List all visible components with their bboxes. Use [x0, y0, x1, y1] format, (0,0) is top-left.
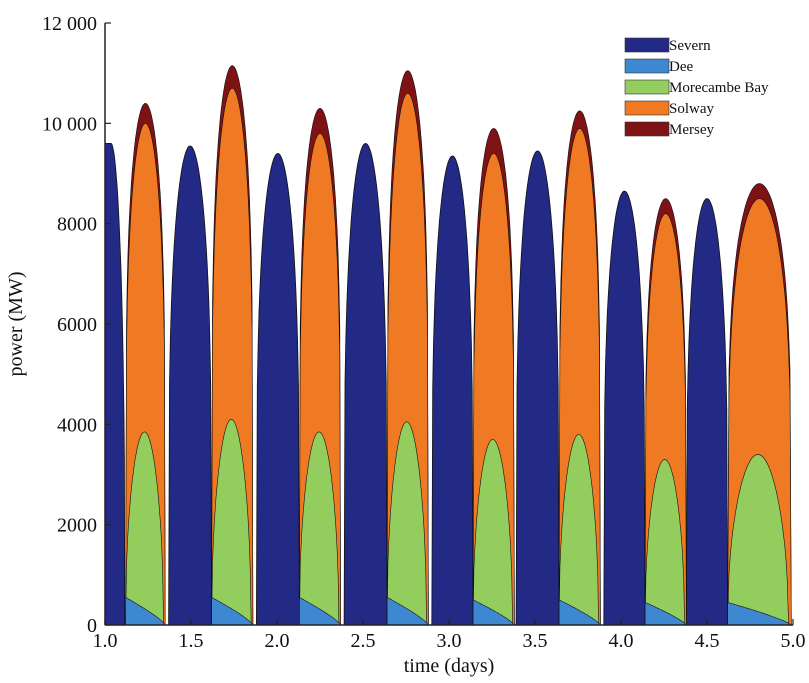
legend-swatch-solway — [624, 100, 670, 116]
y-tick-label-5: 8000 — [57, 214, 97, 236]
legend: Severn Dee Morecambe Bay Solway Mersey — [624, 37, 769, 138]
x-axis-title: time (days) — [404, 655, 495, 677]
x-tick-label-6: 3.5 — [523, 630, 548, 652]
y-tick-label-7: 12 000 — [42, 13, 97, 35]
legend-label-dee: Dee — [669, 59, 693, 75]
x-tick-label-4: 2.5 — [351, 630, 376, 652]
x-tick-label-1: 1.0 — [93, 630, 118, 652]
x-tick-label-3: 2.0 — [265, 630, 290, 652]
legend-swatch-morecambe-bay — [624, 79, 670, 95]
severn-pulse-7 — [603, 190, 646, 626]
severn-pulse-8 — [685, 198, 729, 626]
legend-swatch-severn — [624, 37, 670, 53]
severn-pulse-5 — [431, 155, 474, 626]
severn-pulse-4 — [343, 142, 388, 626]
y-axis-title: power (MW) — [5, 272, 27, 377]
y-tick-label-3: 4000 — [57, 414, 97, 436]
ticks: 1.0 1.5 2.0 2.5 3.0 3.5 4.0 4.5 5.0 0 2000 4000 6000… — [42, 13, 806, 652]
x-tick-label-9: 5.0 — [781, 630, 806, 652]
y-tick-label-4: 6000 — [57, 314, 97, 336]
stacked-areas — [104, 65, 793, 626]
severn-pulse-1 — [104, 143, 126, 626]
y-tick-label-6: 10 000 — [42, 113, 97, 135]
severn-pulse-3 — [255, 152, 300, 626]
severn-pulse-6 — [515, 150, 560, 626]
y-tick-label-2: 2000 — [57, 515, 97, 537]
x-tick-label-7: 4.0 — [609, 630, 634, 652]
legend-label-mersey: Mersey — [669, 122, 714, 138]
legend-swatch-mersey — [624, 121, 670, 137]
x-tick-label-5: 3.0 — [437, 630, 462, 652]
legend-swatch-dee — [624, 58, 670, 74]
legend-label-morecambe-bay: Morecambe Bay — [669, 80, 769, 96]
x-tick-label-2: 1.5 — [179, 630, 204, 652]
legend-label-solway: Solway — [669, 101, 715, 117]
x-tick-label-8: 4.5 — [695, 630, 720, 652]
y-tick-label-1: 0 — [87, 615, 97, 637]
severn-pulse-2 — [168, 145, 212, 626]
legend-label-severn: Severn — [669, 38, 711, 54]
